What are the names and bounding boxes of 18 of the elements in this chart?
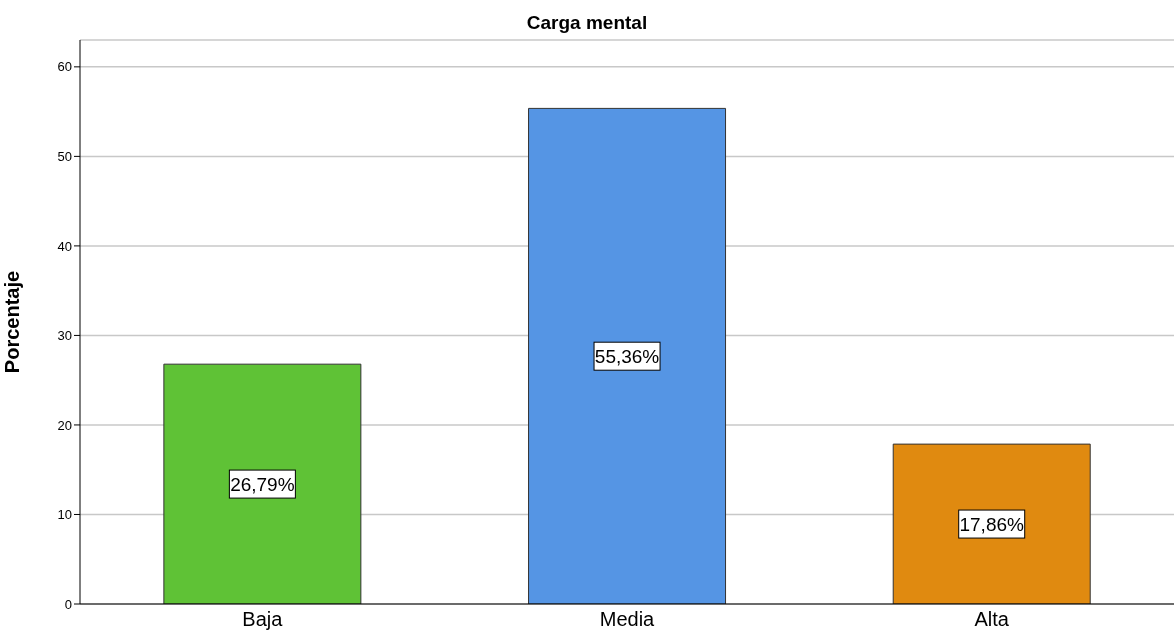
y-tick-label: 10 (57, 507, 72, 523)
y-tick-label: 50 (57, 149, 72, 164)
x-tick-label: Media (599, 608, 656, 631)
x-tick-label: Baja (242, 608, 284, 631)
data-label: 17,86% (959, 514, 1025, 536)
y-tick-label: 0 (64, 596, 72, 612)
y-axis-title: Porcentaje (1, 270, 24, 374)
chart-title: Carga mental (525, 12, 649, 34)
bar (163, 363, 362, 604)
y-tick-label: 60 (57, 59, 72, 75)
bar (892, 443, 1091, 604)
y-tick-label: 20 (57, 417, 72, 433)
y-tick-label: 40 (57, 238, 72, 254)
y-tick-label: 30 (57, 328, 72, 344)
x-tick-label: Alta (974, 608, 1010, 631)
data-label: 55,36% (594, 346, 660, 368)
bar (528, 107, 727, 604)
data-label: 26,79% (230, 474, 295, 496)
